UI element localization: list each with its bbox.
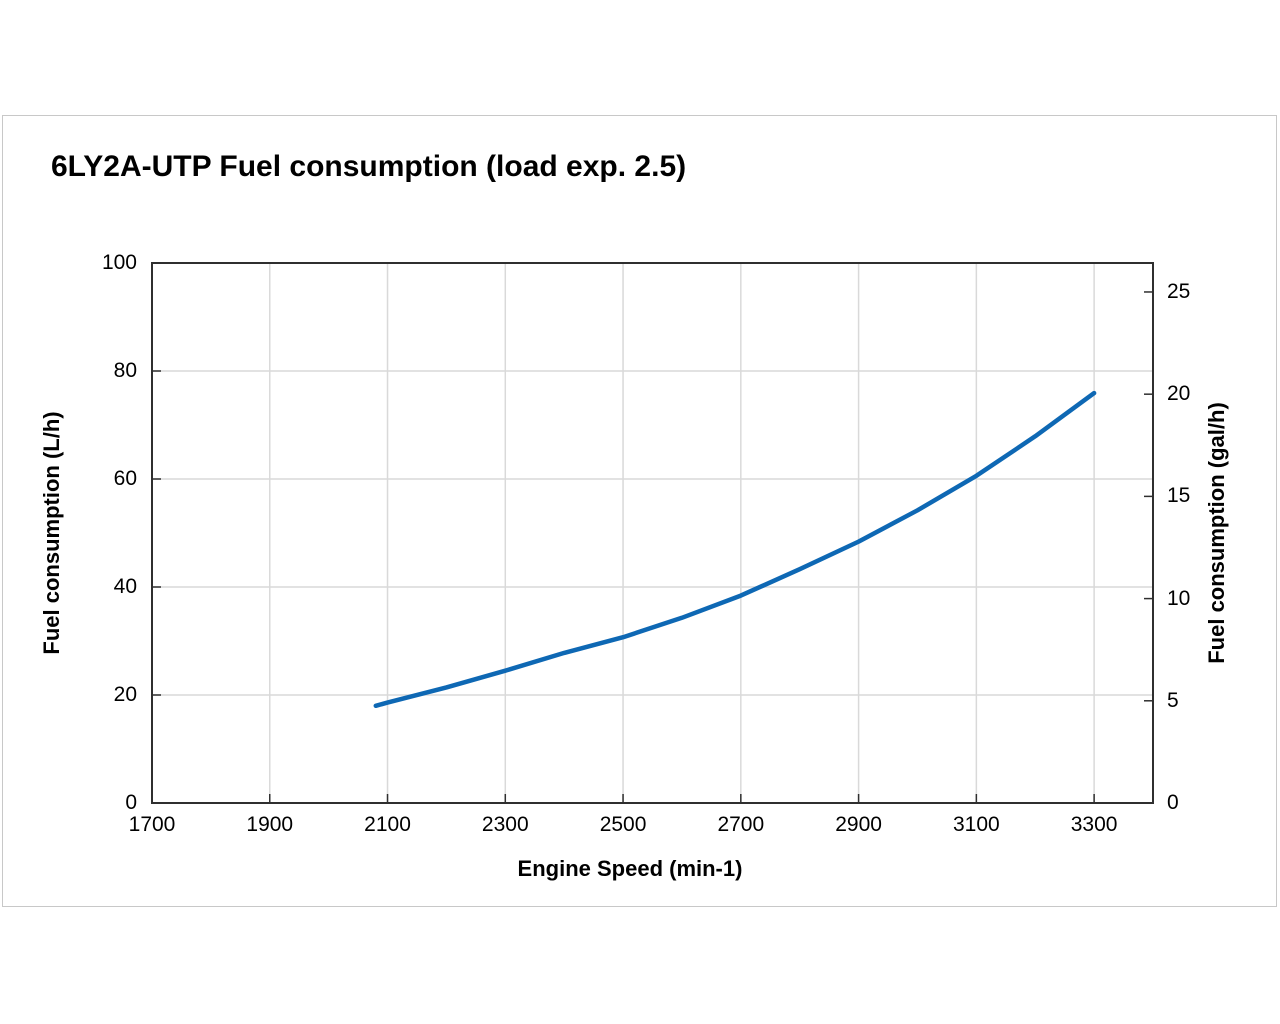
chart-panel	[2, 115, 1277, 907]
x-tick-label: 1700	[128, 813, 176, 836]
y-left-tick-label: 0	[125, 791, 137, 814]
y-right-tick-label: 10	[1167, 586, 1191, 610]
x-tick-label: 3300	[1070, 813, 1118, 836]
x-tick-label: 1900	[246, 813, 294, 836]
y-right-tick-label: 20	[1167, 382, 1191, 406]
y-right-tick-label: 15	[1167, 484, 1191, 508]
x-tick-label: 2300	[481, 813, 529, 836]
y-left-tick-label: 80	[113, 359, 137, 382]
chart-title: 6LY2A-UTP Fuel consumption (load exp. 2.…	[51, 150, 687, 183]
x-tick-label: 2900	[835, 813, 882, 836]
y-left-tick-label: 100	[101, 251, 137, 274]
y-right-tick-label: 5	[1167, 688, 1179, 712]
y-left-tick-label: 40	[113, 575, 137, 598]
y-right-tick-label: 0	[1167, 791, 1179, 814]
x-axis-title: Engine Speed (min-1)	[517, 856, 743, 881]
x-tick-label: 2500	[599, 813, 647, 836]
x-tick-label: 3100	[952, 813, 1000, 836]
y-axis-title-right: Fuel consumption (gal/h)	[1204, 402, 1229, 664]
y-right-tick-label: 25	[1167, 279, 1191, 303]
x-tick-label: 2700	[717, 813, 765, 836]
x-tick-label: 2100	[364, 813, 411, 836]
y-left-tick-label: 20	[113, 683, 137, 706]
y-axis-title-left: Fuel consumption (L/h)	[39, 411, 64, 655]
y-left-tick-label: 60	[113, 467, 137, 490]
